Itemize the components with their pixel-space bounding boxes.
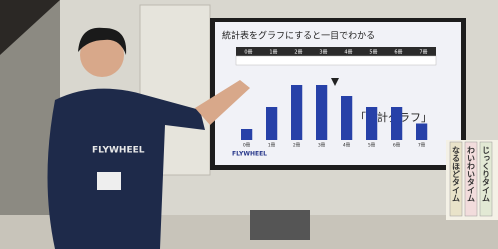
sign-text: なるほどタイム (452, 146, 461, 202)
bar (391, 107, 402, 140)
sign-text: じっくりタイム (482, 146, 491, 202)
table-header-label: 7冊 (419, 50, 427, 56)
table-header-label: 1冊 (269, 50, 277, 56)
table-header-label: 5冊 (369, 50, 377, 56)
table-header-label: 4冊 (344, 50, 352, 56)
signs: なるほどタイムわいわいタイムじっくりタイム (450, 142, 492, 216)
shirt-logo: FLYWHEEL (92, 146, 145, 156)
photo: 統計表をグラフにすると一目でわかる 「統計グラフ」 FLYWHEEL 0冊0冊1… (0, 0, 498, 249)
table-row (236, 56, 436, 65)
table-header-label: 3冊 (319, 50, 327, 56)
bar (316, 85, 327, 140)
x-label: 3冊 (318, 143, 326, 149)
table-header-label: 2冊 (294, 50, 302, 56)
projector (250, 210, 310, 240)
x-label: 1冊 (268, 143, 276, 149)
bar (241, 129, 252, 140)
bar (291, 85, 302, 140)
x-label: 7冊 (418, 143, 426, 149)
x-label: 6冊 (393, 143, 401, 149)
x-label: 5冊 (368, 143, 376, 149)
table-header-label: 6冊 (394, 50, 402, 56)
x-label: 0冊 (243, 143, 251, 149)
table-header (236, 47, 436, 56)
slide-logo: FLYWHEEL (232, 151, 267, 158)
table-header-label: 0冊 (244, 50, 252, 56)
sign-text: わいわいタイム (467, 146, 476, 202)
bar (366, 107, 377, 140)
x-label: 2冊 (293, 143, 301, 149)
bar (416, 124, 427, 141)
name-badge (97, 172, 121, 190)
slide-title: 統計表をグラフにすると一目でわかる (222, 30, 375, 42)
bar (266, 107, 277, 140)
x-label: 4冊 (343, 143, 351, 149)
bar (341, 96, 352, 140)
